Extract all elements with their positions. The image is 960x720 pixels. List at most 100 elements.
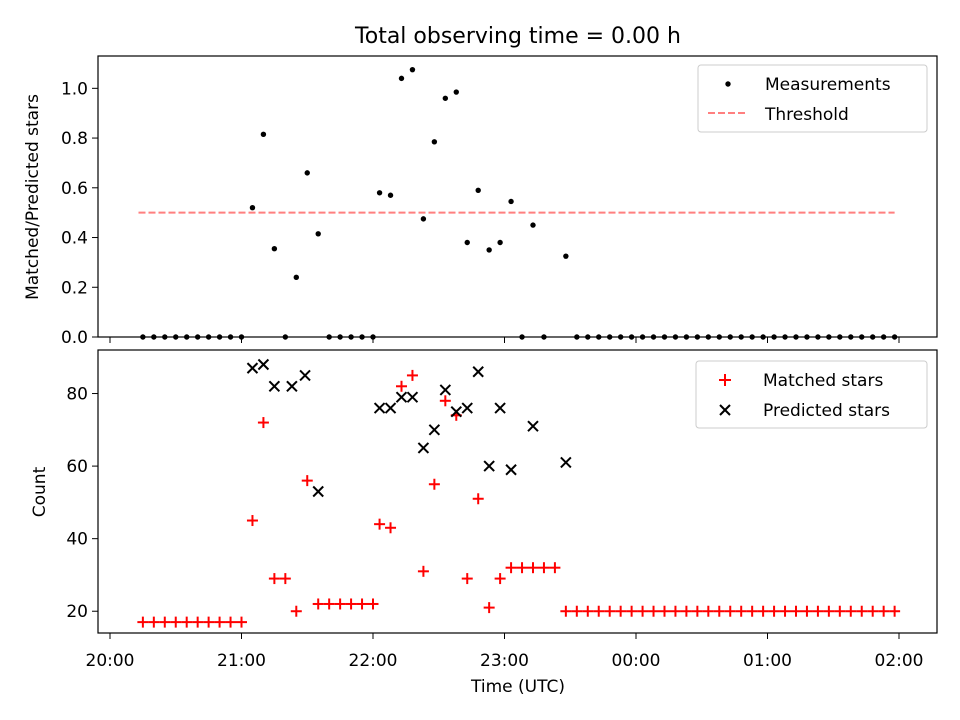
measurement-point: [315, 231, 321, 237]
matched-stars-point: [779, 605, 791, 617]
measurement-point: [293, 274, 299, 281]
bottom-x-axis: 20:00 21:00 22:00 23:00 00:00 01:00 02:00: [86, 633, 924, 671]
matched-stars-point: [834, 605, 846, 617]
matched-stars-point: [505, 562, 517, 574]
bottom-x-tick-label: 21:00: [217, 651, 266, 671]
matched-stars-point: [549, 562, 561, 574]
measurement-point: [238, 334, 245, 340]
measurement-point: [837, 334, 843, 340]
measurement-point: [859, 334, 865, 340]
predicted-stars-point: [312, 485, 324, 498]
measurement-point: [376, 190, 383, 196]
measurement-point: [304, 170, 310, 176]
measurement-point: [617, 334, 624, 340]
measurement-point: [661, 334, 668, 340]
top-plot-area: [138, 66, 898, 340]
matched-stars-legend-marker: [719, 374, 731, 386]
matched-stars-point: [812, 605, 824, 617]
matched-stars-point: [225, 616, 237, 628]
measurement-point: [508, 198, 514, 205]
matched-stars-point: [527, 562, 539, 574]
matched-stars-point: [691, 605, 703, 617]
predicted-stars-point: [384, 402, 397, 414]
predicted-stars-legend-label: Predicted stars: [763, 401, 890, 421]
matched-stars-point: [768, 605, 780, 617]
matched-stars-point: [713, 605, 725, 617]
measurement-point: [826, 334, 832, 340]
matched-stars-point: [395, 380, 407, 392]
measurement-point: [683, 334, 690, 340]
top-y-tick-label: 1.0: [61, 79, 88, 99]
measurement-point: [716, 334, 722, 340]
predicted-stars-point: [286, 380, 298, 392]
matched-stars-legend-label: Matched stars: [763, 371, 883, 391]
measurement-point: [760, 334, 766, 340]
measurement-point: [216, 334, 223, 340]
matched-stars-point: [334, 598, 346, 610]
bottom-y-axis: 20 40 60 80: [66, 385, 98, 622]
matched-stars-point: [268, 573, 280, 585]
bottom-plot-area: [137, 358, 901, 628]
matched-stars-point: [290, 605, 302, 617]
measurement-point: [227, 334, 234, 340]
predicted-stars-point: [406, 391, 419, 403]
measurement-point: [140, 334, 146, 340]
matched-stars-point: [323, 598, 335, 610]
bottom-y-tick-label: 20: [66, 602, 88, 622]
matched-stars-point: [593, 605, 605, 617]
matched-stars-point: [385, 522, 397, 534]
predicted-stars-point: [428, 424, 441, 436]
measurement-point: [194, 334, 201, 340]
bottom-x-axis-label: Time (UTC): [470, 677, 565, 697]
measurement-point: [694, 334, 701, 340]
measurement-point: [628, 334, 635, 340]
predicted-stars-point: [395, 391, 408, 403]
measurements-legend-label: Measurements: [765, 75, 891, 95]
measurement-point: [815, 334, 821, 340]
bottom-y-tick-label: 80: [66, 385, 88, 405]
matched-stars-point: [494, 573, 506, 585]
measurement-point: [282, 334, 289, 340]
predicted-stars-legend-marker: [719, 404, 731, 416]
measurement-point: [409, 66, 416, 73]
measurement-point: [205, 334, 212, 340]
top-legend: Measurements Threshold: [697, 64, 928, 133]
matched-stars-point: [615, 605, 627, 617]
measurement-point: [271, 246, 278, 252]
matched-stars-point: [867, 605, 879, 617]
predicted-stars-point: [505, 464, 517, 476]
matched-stars-point: [279, 573, 291, 585]
measurement-point: [804, 334, 810, 340]
matched-stars-point: [148, 616, 160, 628]
measurement-point: [497, 239, 503, 246]
matched-stars-point: [735, 605, 747, 617]
measurement-point: [398, 75, 405, 82]
bottom-x-tick-label: 22:00: [349, 651, 398, 671]
measurement-point: [453, 89, 459, 95]
matched-stars-point: [170, 616, 182, 628]
bottom-x-tick-label: 01:00: [743, 651, 792, 671]
matched-stars-point: [159, 616, 171, 628]
measurement-point: [370, 334, 376, 340]
measurement-point: [727, 334, 733, 340]
bottom-panel: 20 40 60 80 20:00 21:00 22:00 23:00 00:00 01:00 0…: [30, 349, 938, 697]
measurement-point: [541, 334, 547, 340]
matched-stars-point: [560, 605, 572, 617]
matched-stars-point: [604, 605, 616, 617]
measurement-point: [359, 334, 365, 340]
matched-stars-point: [746, 605, 758, 617]
top-y-tick-label: 0.4: [61, 229, 88, 249]
matched-stars-point: [648, 605, 660, 617]
bottom-legend-box: [695, 360, 928, 429]
predicted-stars-point: [417, 442, 430, 454]
matched-stars-point: [461, 573, 473, 585]
measurement-point: [162, 334, 168, 340]
top-legend-box: [697, 64, 928, 133]
measurement-point: [596, 334, 602, 340]
measurement-point: [326, 334, 332, 340]
matched-stars-point: [137, 616, 149, 628]
top-y-tick-label: 0.8: [61, 129, 88, 149]
matched-stars-point: [669, 605, 681, 617]
matched-stars-point: [889, 605, 901, 617]
